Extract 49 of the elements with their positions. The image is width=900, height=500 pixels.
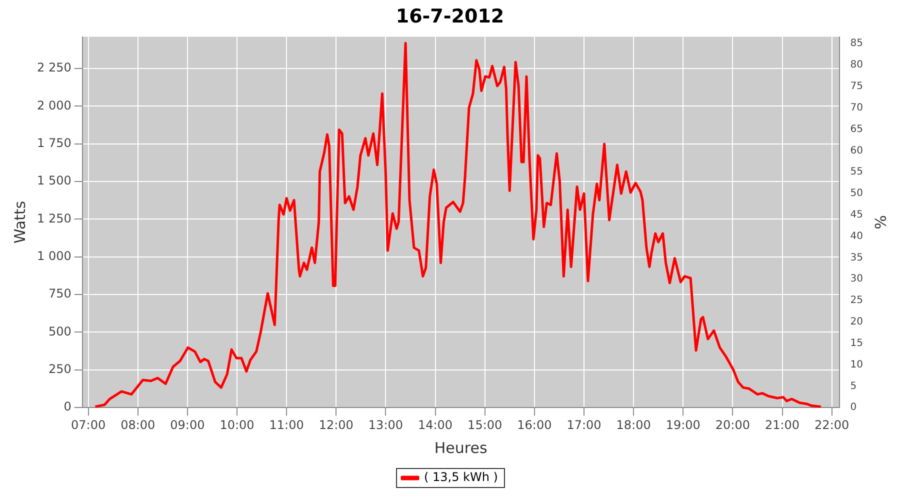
y-tick-label: 750 [48, 286, 72, 301]
legend-label: ( 13,5 kWh ) [424, 470, 498, 484]
y-tick-label: 2 000 [36, 98, 72, 112]
y2-tick-label: 25 [850, 295, 864, 306]
y2-tick-label: 5 [850, 380, 857, 392]
y2-tick-label: 0 [850, 402, 857, 414]
x-tick-label: 10:00 [220, 418, 254, 432]
y2-tick-label: 75 [850, 81, 864, 92]
x-tick-label: 12:00 [318, 418, 354, 432]
x-axis-title: Heures [434, 438, 488, 457]
y-tick-label: 1 500 [36, 174, 72, 188]
y-tick-label: 1 750 [36, 136, 72, 150]
y2-tick-label: 40 [850, 230, 864, 242]
chart-title: 16-7-2012 [396, 5, 504, 28]
x-tick-label: 22:00 [814, 418, 850, 432]
y2-tick-label: 55 [850, 166, 864, 178]
y-tick-label: 0 [64, 400, 72, 414]
y-tick-label: 1 250 [36, 211, 72, 226]
y2-tick-label: 35 [850, 252, 864, 264]
y2-tick-label: 60 [850, 145, 864, 156]
y-tick-label: 1 000 [36, 248, 72, 263]
y2-tick-label: 15 [850, 338, 864, 349]
y-tick-label: 500 [48, 324, 72, 338]
x-tick-label: 08:00 [120, 418, 156, 432]
y-tick-label: 250 [48, 362, 72, 376]
x-tick-label: 19:00 [666, 418, 700, 432]
x-tick-label: 07:00 [71, 418, 106, 432]
y2-tick-label: 80 [850, 60, 864, 71]
y2-tick-label: 45 [850, 210, 864, 221]
x-tick-label: 16:00 [517, 418, 552, 432]
x-tick-label: 21:00 [764, 418, 800, 432]
x-tick-label: 11:00 [269, 418, 304, 432]
y2-tick-label: 30 [850, 274, 864, 285]
x-tick-label: 17:00 [566, 418, 602, 432]
y2-tick-label: 50 [850, 188, 864, 200]
x-tick-label: 18:00 [616, 418, 651, 432]
y-tick-label: 2 250 [36, 60, 72, 75]
y2-axis-title: % [871, 215, 890, 230]
y2-tick-label: 10 [850, 359, 864, 370]
y2-tick-label: 70 [850, 102, 864, 114]
x-tick-label: 09:00 [170, 418, 205, 432]
x-tick-label: 15:00 [468, 418, 502, 432]
x-tick-label: 20:00 [715, 418, 750, 432]
y2-tick-label: 85 [850, 38, 864, 50]
x-tick-label: 14:00 [418, 418, 453, 432]
x-tick-label: 13:00 [368, 418, 404, 432]
y2-tick-label: 65 [850, 124, 864, 135]
y2-tick-label: 20 [850, 316, 864, 328]
y-axis-title: Watts [10, 200, 29, 244]
